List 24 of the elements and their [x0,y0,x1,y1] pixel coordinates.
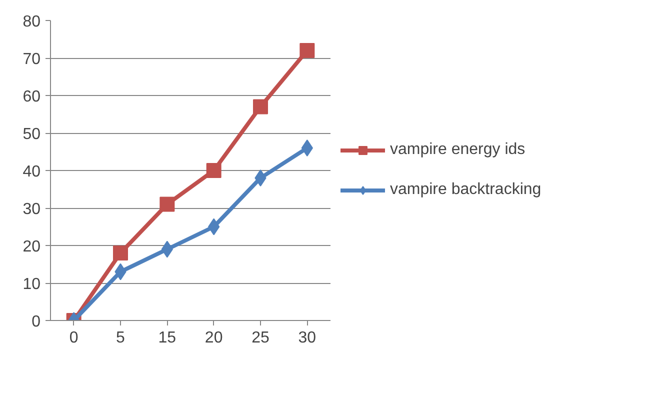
point [253,99,268,114]
x-tick-label: 25 [252,330,270,346]
x-tick-label: 0 [69,330,78,346]
point [206,163,222,178]
y-tick-label: 0 [32,314,41,330]
x-tick-label: 5 [116,330,126,346]
point [254,170,266,186]
legend-label: vampire energy ids [390,141,526,159]
point [300,43,315,58]
y-tick-label: 50 [22,126,41,143]
y-tick-label: 80 [22,14,41,30]
y-tick-label: 60 [22,88,41,106]
point [301,140,313,156]
y-tick-label: 40 [22,164,41,180]
x-tick-label: 20 [204,330,223,346]
x-tick-label: 15 [158,330,176,346]
y-tick-label: 70 [22,51,41,68]
legend-label: vampire backtracking [390,181,542,199]
y-tick-label: 10 [22,276,41,293]
point [113,246,128,260]
point [160,196,175,212]
y-tick-label: 30 [22,201,41,218]
y-tick-label: 20 [22,238,41,256]
x-tick-label: 30 [298,330,316,346]
